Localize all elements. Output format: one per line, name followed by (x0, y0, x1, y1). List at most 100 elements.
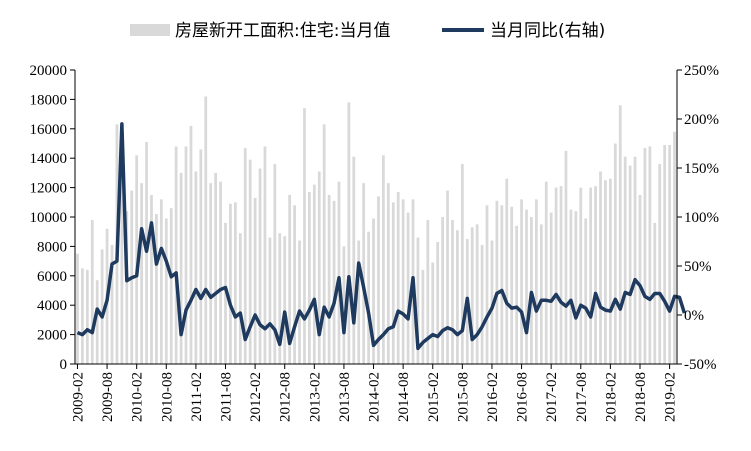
bar (391, 202, 395, 364)
bar (189, 125, 193, 364)
x-tick-label: 2018-08 (633, 372, 649, 422)
bar (100, 249, 104, 364)
bar (209, 183, 213, 364)
left-tick-label: 0 (60, 357, 68, 373)
bar (599, 171, 602, 364)
x-tick-label: 2012-02 (248, 372, 264, 422)
bar (229, 203, 232, 364)
bar (604, 180, 607, 364)
left-tick-label: 4000 (37, 298, 67, 314)
bar (441, 217, 444, 364)
bar (184, 146, 188, 364)
bar (308, 192, 311, 364)
x-tick-label: 2015-02 (426, 372, 442, 422)
bar (253, 197, 257, 364)
bar (658, 164, 662, 364)
x-tick-label: 2017-08 (574, 372, 590, 422)
bar (460, 164, 464, 364)
bar (638, 194, 642, 364)
bar (673, 131, 676, 364)
bar (164, 218, 168, 364)
right-tick-label: 50% (684, 259, 712, 275)
bar (544, 181, 548, 364)
bar (421, 269, 425, 364)
bar (386, 183, 390, 364)
left-tick-label: 8000 (37, 239, 67, 255)
x-tick-label: 2016-02 (485, 372, 501, 422)
bar (125, 211, 129, 364)
bar (332, 200, 336, 364)
left-tick-label: 16000 (30, 122, 68, 138)
left-tick-label: 6000 (37, 269, 67, 285)
legend: 房屋新开工面积:住宅:当月值 当月同比(右轴) (130, 21, 605, 41)
x-axis: 2009-02 2009-08 2010-02 2010-08 2011-02 2011-… (70, 363, 679, 422)
bar (480, 244, 484, 364)
right-axis: -50% 0% 50% 100% 150% 200% 250% (676, 63, 719, 373)
bar (214, 172, 218, 364)
bar (456, 230, 459, 364)
bar (120, 158, 124, 364)
bar (90, 219, 94, 364)
x-tick-label: 2010-08 (159, 372, 175, 422)
bar (317, 171, 321, 364)
x-tick-label: 2010-02 (130, 372, 146, 422)
bar (426, 219, 430, 364)
bar (347, 102, 351, 364)
bar (406, 212, 410, 364)
bar (609, 178, 612, 364)
x-tick-label: 2015-08 (455, 372, 471, 422)
legend-label-line: 当月同比(右轴) (490, 21, 605, 41)
bar (648, 146, 652, 364)
right-tick-label: 200% (684, 112, 719, 128)
bar (401, 199, 405, 364)
bar (174, 146, 178, 364)
bar (169, 208, 173, 364)
bar (643, 147, 647, 364)
bar (199, 149, 203, 364)
bar (362, 183, 366, 364)
bar (238, 233, 242, 364)
bar (446, 190, 449, 364)
bar (263, 146, 267, 364)
x-tick-label: 2011-08 (219, 372, 235, 421)
legend-label-bar: 房屋新开工面积:住宅:当月值 (175, 21, 390, 41)
bar (495, 200, 499, 364)
bar (613, 143, 617, 364)
bar (322, 124, 326, 364)
bar (618, 105, 622, 364)
x-tick-label: 2018-02 (603, 372, 619, 422)
x-tick-label: 2013-08 (337, 372, 353, 422)
x-tick-label: 2009-02 (70, 372, 86, 422)
bar (525, 209, 528, 364)
bar (110, 244, 114, 364)
bar (633, 156, 637, 364)
bar (534, 199, 538, 364)
yoy-line (76, 122, 687, 351)
bar (258, 168, 262, 364)
bar (668, 144, 671, 364)
bar (530, 217, 533, 364)
bar (367, 231, 370, 364)
left-tick-label: 20000 (30, 63, 68, 79)
bar (298, 240, 301, 364)
bar (594, 186, 597, 364)
bar (490, 240, 494, 364)
bar (194, 171, 198, 364)
bar (431, 262, 435, 364)
bar (475, 224, 479, 364)
x-tick-label: 2013-02 (307, 372, 323, 422)
bar (520, 199, 523, 364)
right-tick-label: 100% (684, 210, 719, 226)
bar (288, 194, 292, 364)
bar (352, 156, 356, 364)
bar (273, 164, 277, 364)
bar (564, 150, 568, 364)
bar (155, 214, 158, 364)
bar (293, 205, 296, 364)
bar (510, 206, 514, 364)
bar (574, 211, 578, 364)
left-tick-label: 2000 (37, 328, 67, 344)
right-tick-label: 250% (684, 63, 719, 79)
bar (248, 159, 252, 364)
x-tick-label: 2014-08 (396, 372, 412, 422)
